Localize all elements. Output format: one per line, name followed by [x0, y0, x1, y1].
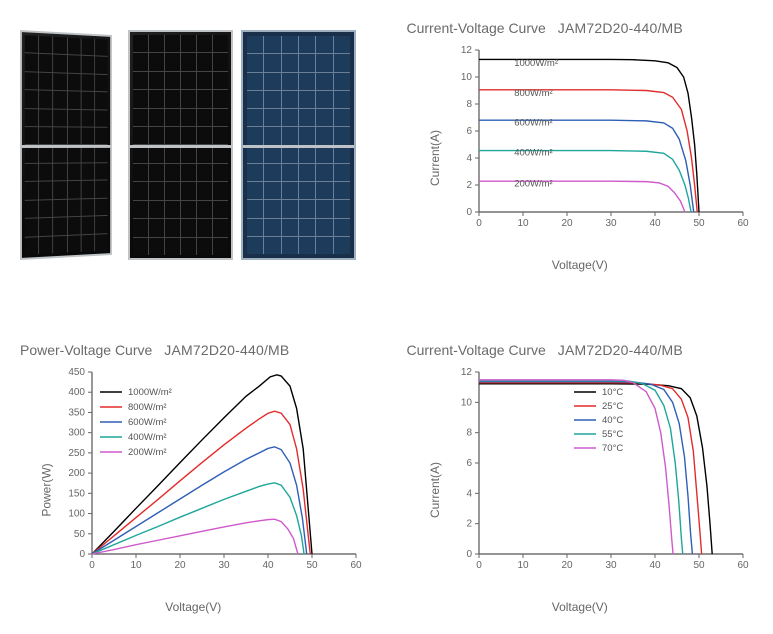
svg-text:2: 2 [466, 519, 472, 530]
svg-text:20: 20 [561, 560, 573, 571]
svg-text:10: 10 [130, 560, 142, 571]
svg-text:0: 0 [466, 207, 472, 218]
svg-text:0: 0 [79, 549, 85, 560]
svg-text:12: 12 [460, 367, 472, 378]
svg-text:200W/m²: 200W/m² [514, 178, 553, 189]
y-axis-label: Current(A) [428, 462, 442, 518]
svg-text:40: 40 [649, 560, 661, 571]
svg-text:0: 0 [476, 218, 482, 229]
svg-text:30: 30 [605, 560, 617, 571]
svg-text:40: 40 [262, 560, 274, 571]
svg-text:8: 8 [466, 99, 472, 110]
svg-text:800W/m²: 800W/m² [128, 402, 167, 413]
svg-text:10: 10 [460, 72, 472, 83]
svg-text:0: 0 [466, 549, 472, 560]
svg-text:300: 300 [68, 428, 85, 439]
solar-panel-images [20, 20, 367, 272]
chart-iv-irradiance: Current-Voltage Curve JAM72D20-440/MB Cu… [407, 20, 754, 272]
solar-panel-1 [20, 30, 112, 260]
svg-text:40: 40 [649, 218, 661, 229]
svg-text:10°C: 10°C [602, 387, 623, 398]
svg-text:50: 50 [74, 529, 86, 540]
svg-text:20: 20 [561, 218, 573, 229]
svg-text:12: 12 [460, 45, 472, 56]
svg-text:0: 0 [476, 560, 482, 571]
svg-text:800W/m²: 800W/m² [514, 88, 553, 99]
chart-model-number: JAM72D20-440/MB [558, 20, 683, 36]
svg-text:1000W/m²: 1000W/m² [128, 387, 172, 398]
svg-text:4: 4 [466, 488, 472, 499]
chart-title: Power-Voltage Curve JAM72D20-440/MB [20, 342, 367, 358]
svg-text:70°C: 70°C [602, 443, 623, 454]
chart-svg: 0 10 20 30 40 50 60 0 50 100 150 200 250 300 350 400 450… [62, 366, 362, 576]
svg-text:60: 60 [737, 560, 749, 571]
svg-text:250: 250 [68, 448, 85, 459]
chart-svg: 0 10 20 30 40 50 60 0 2 4 6 8 10 12 10°C 25°C 40°C 55°C 70… [449, 366, 749, 576]
svg-text:600W/m²: 600W/m² [128, 417, 167, 428]
svg-text:25°C: 25°C [602, 401, 623, 412]
x-axis-label: Voltage(V) [552, 600, 608, 614]
svg-text:30: 30 [605, 218, 617, 229]
svg-text:60: 60 [737, 218, 749, 229]
svg-text:400W/m²: 400W/m² [128, 432, 167, 443]
chart-model-number: JAM72D20-440/MB [558, 342, 683, 358]
svg-text:0: 0 [89, 560, 95, 571]
svg-text:40°C: 40°C [602, 415, 623, 426]
svg-text:30: 30 [218, 560, 230, 571]
svg-text:50: 50 [693, 560, 705, 571]
svg-text:10: 10 [517, 218, 529, 229]
svg-text:200W/m²: 200W/m² [128, 447, 167, 458]
chart-iv-temperature: Current-Voltage Curve JAM72D20-440/MB Cu… [407, 342, 754, 614]
svg-text:50: 50 [306, 560, 318, 571]
svg-text:50: 50 [693, 218, 705, 229]
chart-title-text: Current-Voltage Curve [407, 342, 546, 358]
svg-text:450: 450 [68, 367, 85, 378]
svg-text:100: 100 [68, 509, 85, 520]
chart-pv-irradiance: Power-Voltage Curve JAM72D20-440/MB Powe… [20, 342, 367, 614]
svg-text:2: 2 [466, 180, 472, 191]
solar-panel-2 [128, 30, 233, 260]
svg-text:150: 150 [68, 488, 85, 499]
chart-title: Current-Voltage Curve JAM72D20-440/MB [407, 342, 754, 358]
chart-model-number: JAM72D20-440/MB [164, 342, 289, 358]
x-axis-label: Voltage(V) [165, 600, 221, 614]
y-axis-label: Power(W) [40, 463, 54, 516]
svg-text:400W/m²: 400W/m² [514, 147, 553, 158]
y-axis-label: Current(A) [428, 130, 442, 186]
svg-text:4: 4 [466, 153, 472, 164]
svg-text:6: 6 [466, 458, 472, 469]
svg-text:10: 10 [460, 397, 472, 408]
svg-text:400: 400 [68, 387, 85, 398]
solar-panel-3 [241, 30, 356, 260]
chart-title: Current-Voltage Curve JAM72D20-440/MB [407, 20, 754, 36]
chart-title-text: Current-Voltage Curve [407, 20, 546, 36]
svg-text:10: 10 [517, 560, 529, 571]
svg-text:55°C: 55°C [602, 429, 623, 440]
chart-title-text: Power-Voltage Curve [20, 342, 152, 358]
svg-text:1000W/m²: 1000W/m² [514, 58, 558, 69]
svg-text:60: 60 [350, 560, 362, 571]
svg-text:6: 6 [466, 126, 472, 137]
svg-text:600W/m²: 600W/m² [514, 118, 553, 129]
svg-text:20: 20 [174, 560, 186, 571]
x-axis-label: Voltage(V) [552, 258, 608, 272]
svg-text:8: 8 [466, 428, 472, 439]
svg-text:350: 350 [68, 407, 85, 418]
svg-text:200: 200 [68, 468, 85, 479]
chart-svg: 0 10 20 30 40 50 60 0 2 4 6 8 10 12 1000W/m² 800W/m² 600… [449, 44, 749, 234]
